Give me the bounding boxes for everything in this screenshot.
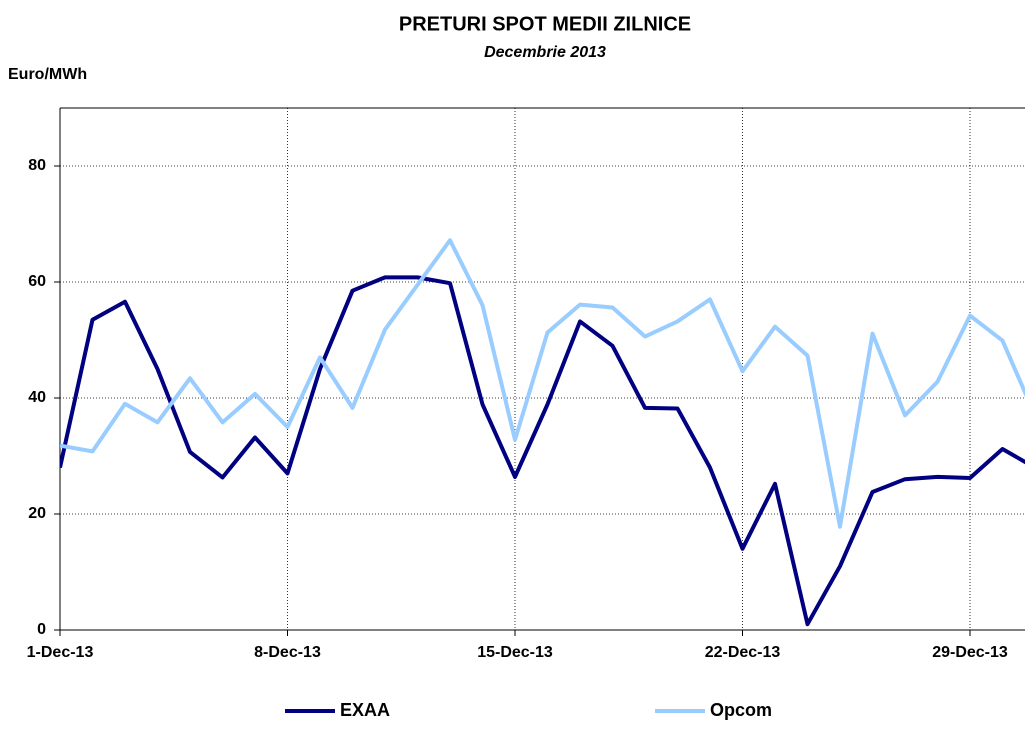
y-tick-label: 0 bbox=[37, 621, 46, 638]
chart-title: PRETURI SPOT MEDII ZILNICE bbox=[399, 13, 691, 35]
x-tick-label: 15-Dec-13 bbox=[477, 644, 553, 661]
legend-label: EXAA bbox=[340, 700, 390, 720]
series-line bbox=[60, 275, 1025, 627]
y-tick-label: 80 bbox=[28, 157, 46, 174]
legend-label: Opcom bbox=[710, 700, 772, 720]
chart-subtitle: Decembrie 2013 bbox=[484, 44, 606, 61]
y-tick-label: 60 bbox=[28, 273, 46, 290]
y-tick-label: 40 bbox=[28, 389, 46, 406]
x-tick-label: 29-Dec-13 bbox=[932, 644, 1008, 661]
y-axis-label: Euro/MWh bbox=[8, 66, 87, 83]
y-tick-label: 20 bbox=[28, 505, 46, 522]
series-group bbox=[60, 238, 1025, 627]
x-tick-label: 8-Dec-13 bbox=[254, 644, 321, 661]
x-tick-label: 22-Dec-13 bbox=[705, 644, 781, 661]
x-tick-label: 1-Dec-13 bbox=[27, 644, 94, 661]
series-line bbox=[60, 238, 1025, 529]
